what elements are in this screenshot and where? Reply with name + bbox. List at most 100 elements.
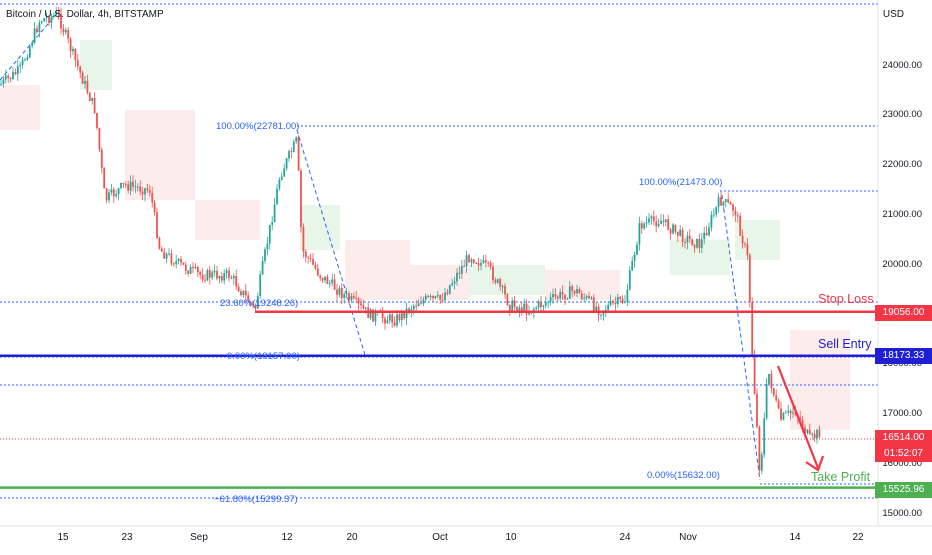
candle-body bbox=[309, 258, 312, 260]
candle-body bbox=[504, 286, 506, 295]
candle-body bbox=[316, 268, 319, 276]
candle-body bbox=[264, 249, 266, 261]
candle-body bbox=[144, 188, 146, 195]
candle-body bbox=[43, 18, 46, 22]
candle-body bbox=[136, 186, 139, 188]
candle-body bbox=[278, 179, 281, 189]
candle-body bbox=[520, 307, 523, 312]
candle-body bbox=[489, 262, 492, 267]
candle-body bbox=[645, 222, 648, 224]
fib-label-236-left: 23.60%(19248.26) bbox=[220, 298, 299, 309]
candle-body bbox=[60, 13, 62, 29]
candle-body bbox=[352, 296, 355, 298]
candle-body bbox=[326, 276, 329, 284]
candle-body bbox=[132, 181, 134, 187]
candle-body bbox=[636, 244, 638, 255]
current-price-tag: 16514.00 bbox=[875, 430, 932, 446]
candle-body bbox=[458, 272, 461, 274]
candle-body bbox=[218, 276, 221, 279]
candle-body bbox=[170, 253, 173, 264]
candle-body bbox=[696, 238, 698, 248]
candle-body bbox=[818, 429, 821, 438]
candle-body bbox=[396, 314, 398, 326]
candle-body bbox=[468, 255, 470, 263]
candle-body bbox=[775, 395, 778, 401]
sell-entry-price-tag: 18173.33 bbox=[875, 348, 932, 364]
candle-body bbox=[64, 29, 67, 33]
candle-body bbox=[40, 21, 43, 23]
candle-body bbox=[69, 38, 72, 52]
candle-body bbox=[273, 204, 276, 223]
time-axis-label: Oct bbox=[432, 532, 448, 543]
candle-body bbox=[688, 235, 691, 240]
candle-body bbox=[168, 253, 170, 255]
candle-body bbox=[691, 239, 694, 246]
candle-body bbox=[422, 299, 425, 304]
candle-body bbox=[139, 186, 142, 192]
candle-body bbox=[57, 12, 60, 14]
candle-body bbox=[307, 257, 310, 259]
candle-body bbox=[196, 267, 199, 273]
time-axis-label: 14 bbox=[789, 532, 801, 543]
candle-body bbox=[180, 258, 182, 263]
currency-label: USD bbox=[882, 9, 904, 20]
candle-body bbox=[350, 296, 353, 301]
candle-body bbox=[398, 314, 401, 321]
candle-body bbox=[268, 224, 271, 244]
candle-body bbox=[324, 276, 326, 281]
candle-body bbox=[388, 314, 391, 321]
candle-body bbox=[417, 303, 420, 307]
candle-body bbox=[244, 290, 247, 296]
candle-body bbox=[640, 223, 643, 229]
candle-body bbox=[612, 300, 614, 304]
candle-body bbox=[516, 307, 518, 312]
candle-body bbox=[487, 262, 490, 264]
candle-body bbox=[724, 199, 727, 202]
candle-body bbox=[14, 72, 17, 75]
candle-body bbox=[453, 281, 456, 284]
candles bbox=[0, 6, 821, 478]
candle-body bbox=[362, 305, 365, 309]
candle-body bbox=[777, 400, 780, 409]
candle-body bbox=[55, 12, 58, 16]
candle-body bbox=[631, 261, 634, 271]
candle-body bbox=[182, 262, 185, 265]
candle-body bbox=[482, 260, 485, 263]
candle-body bbox=[492, 266, 494, 281]
time-axis-label: 20 bbox=[346, 532, 358, 543]
candle-body bbox=[242, 290, 245, 296]
candle-body bbox=[472, 259, 475, 263]
candle-body bbox=[72, 48, 74, 52]
stop-loss-annotation: Stop Loss bbox=[818, 292, 874, 306]
candle-body bbox=[679, 229, 682, 236]
candle-body bbox=[475, 262, 478, 264]
candle-body bbox=[559, 291, 562, 299]
candle-body bbox=[592, 297, 595, 311]
candle-body bbox=[405, 308, 408, 319]
candle-body bbox=[172, 263, 175, 265]
candle-body bbox=[734, 210, 737, 216]
candle-body bbox=[127, 184, 130, 191]
candle-body bbox=[595, 306, 598, 311]
candle-body bbox=[302, 226, 305, 252]
candle-body bbox=[537, 301, 540, 308]
candle-body bbox=[96, 112, 98, 128]
candle-body bbox=[247, 295, 250, 302]
candle-body bbox=[93, 97, 96, 113]
candle-body bbox=[213, 270, 216, 273]
candle-body bbox=[554, 293, 557, 297]
candle-body bbox=[141, 191, 144, 195]
candle-body bbox=[660, 220, 662, 225]
candle-body bbox=[420, 303, 422, 305]
candle-body bbox=[703, 232, 706, 240]
candle-body bbox=[364, 307, 367, 309]
candle-body bbox=[655, 221, 658, 227]
time-axis-label: Nov bbox=[679, 532, 697, 543]
candle-body bbox=[780, 408, 782, 420]
time-axis-label: 10 bbox=[505, 532, 517, 543]
candle-body bbox=[283, 168, 286, 177]
candle-body bbox=[4, 75, 7, 80]
candle-body bbox=[782, 413, 785, 420]
